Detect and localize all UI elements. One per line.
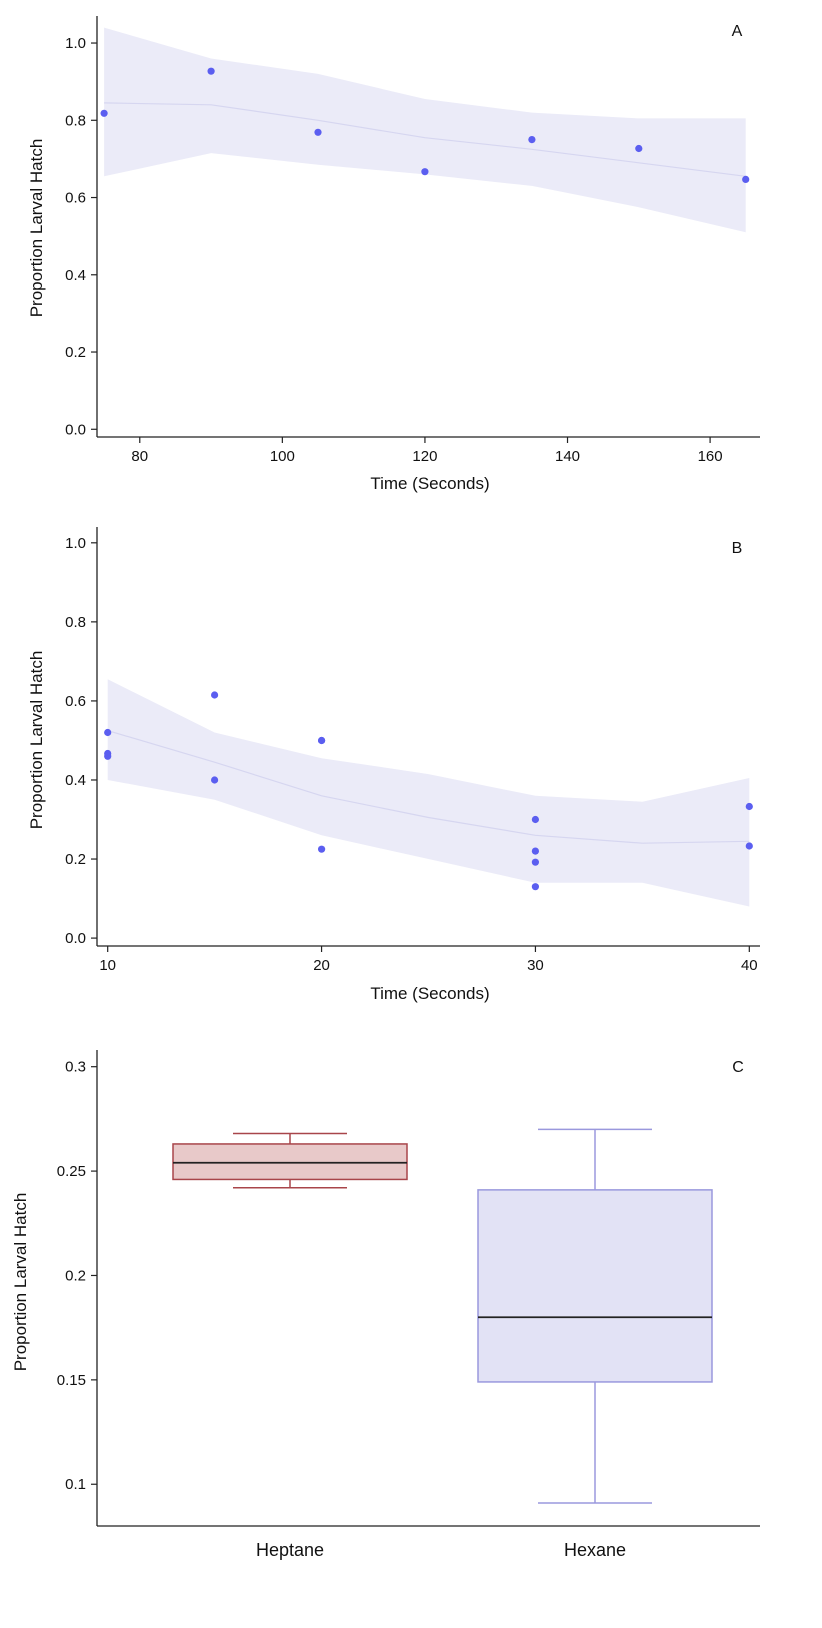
panel-a-data-point xyxy=(528,136,536,144)
category-label-hexane: Hexane xyxy=(564,1540,626,1560)
category-label-heptane: Heptane xyxy=(256,1540,324,1560)
panel-a-plot-area xyxy=(100,27,750,233)
panel-b-data-point xyxy=(318,845,326,853)
panel-a-x-tick-label: 160 xyxy=(698,448,723,465)
panel-c-y-tick-label: 0.15 xyxy=(57,1372,86,1389)
panel-b-y-axis-title: Proportion Larval Hatch xyxy=(27,651,46,830)
panel-b-x-axis-title: Time (Seconds) xyxy=(370,984,489,1003)
panel-c-y-ticks: 0.1 0.15 0.2 0.25 0.3 xyxy=(57,1059,97,1493)
panel-b-data-point xyxy=(318,736,326,745)
panel-b-y-tick-label: 0.4 xyxy=(65,772,86,789)
panel-b-x-tick-label: 40 xyxy=(741,957,758,974)
panel-a-data-point xyxy=(742,175,750,183)
box-heptane xyxy=(172,1132,408,1189)
panel-a-y-tick-label: 0.4 xyxy=(65,267,86,284)
panel-b-letter: B xyxy=(732,540,743,557)
panel-a-y-tick-label: 0.8 xyxy=(65,112,86,129)
panel-b-data-point xyxy=(104,752,112,760)
panel-b-confidence-band xyxy=(107,679,750,907)
panel-a-y-ticks: 0.0 0.2 0.4 0.6 0.8 1.0 xyxy=(65,35,97,438)
panel-a-y-tick-label: 1.0 xyxy=(65,35,86,52)
panel-a-y-tick-label: 0.0 xyxy=(65,421,86,438)
panel-c-y-axis-title: Proportion Larval Hatch xyxy=(11,1193,30,1372)
panel-c-y-tick-label: 0.25 xyxy=(57,1163,86,1180)
box-iqr xyxy=(477,1189,713,1383)
panel-a-data-point xyxy=(421,168,429,176)
panel-a-y-tick-label: 0.6 xyxy=(65,190,86,207)
panel-a-letter: A xyxy=(732,23,743,40)
panel-b-data-point xyxy=(531,858,540,866)
panel-a-data-point xyxy=(314,128,322,136)
panel-a-x-tick-label: 80 xyxy=(131,448,148,465)
panel-b-data-point xyxy=(531,815,540,824)
panel-a-confidence-band xyxy=(104,27,746,233)
panel-c-y-tick-label: 0.2 xyxy=(65,1267,86,1284)
panel-b-y-tick-label: 1.0 xyxy=(65,535,86,552)
panel-c-letter: C xyxy=(732,1059,744,1076)
panel-a-x-ticks: 80 100 120 140 160 xyxy=(131,437,723,465)
panel-a-data-point xyxy=(207,67,215,75)
panel-b-y-tick-label: 0.8 xyxy=(65,614,86,631)
panel-b-data-point xyxy=(211,691,219,699)
panel-a-data-point xyxy=(635,144,643,153)
panel-c-chart: Heptane Hexane 0.1 0.15 0.2 0.25 0.3 Proporti… xyxy=(11,1050,760,1560)
panel-a-data-point xyxy=(100,109,108,117)
panel-b-data-point xyxy=(745,802,753,811)
panel-b-data-point xyxy=(211,776,219,784)
panel-b-x-tick-label: 30 xyxy=(527,957,544,974)
box-iqr xyxy=(172,1143,408,1181)
panel-c-y-tick-label: 0.1 xyxy=(65,1476,86,1493)
panel-b-y-tick-label: 0.0 xyxy=(65,930,86,947)
panel-a-x-axis-title: Time (Seconds) xyxy=(370,474,489,493)
panel-b-fit-line xyxy=(107,730,750,844)
panel-b-y-tick-label: 0.6 xyxy=(65,693,86,710)
panel-a-chart: 80 100 120 140 160 0.0 0.2 0.4 0.6 0.8 1.0 Time (… xyxy=(27,16,760,493)
panel-b-x-tick-label: 20 xyxy=(313,957,330,974)
panel-b-data-point xyxy=(104,728,112,737)
panel-b-chart: 10 20 30 40 0.0 0.2 0.4 0.6 0.8 1.0 Time (Second… xyxy=(27,527,760,1003)
panel-c-y-tick-label: 0.3 xyxy=(65,1059,86,1076)
panel-b-data-point xyxy=(531,883,540,891)
panel-b-y-ticks: 0.0 0.2 0.4 0.6 0.8 1.0 xyxy=(65,535,97,947)
box-hexane xyxy=(477,1128,713,1504)
panel-a-y-axis-title: Proportion Larval Hatch xyxy=(27,139,46,318)
panel-a-x-tick-label: 120 xyxy=(412,448,437,465)
panel-b-data-point xyxy=(745,842,753,850)
panel-b-x-ticks: 10 20 30 40 xyxy=(99,946,758,974)
panel-c-plot-area xyxy=(172,1128,713,1504)
panel-b-y-tick-label: 0.2 xyxy=(65,851,86,868)
panel-b-x-tick-label: 10 xyxy=(99,957,116,974)
panel-a-x-tick-label: 140 xyxy=(555,448,580,465)
panel-a-y-tick-label: 0.2 xyxy=(65,344,86,361)
panel-a-x-tick-label: 100 xyxy=(270,448,295,465)
panel-b-data-point xyxy=(531,847,540,855)
panel-a-fit-line xyxy=(104,102,746,177)
panel-b-plot-area xyxy=(104,679,753,907)
panel-c-x-ticks: Heptane Hexane xyxy=(256,1540,626,1560)
